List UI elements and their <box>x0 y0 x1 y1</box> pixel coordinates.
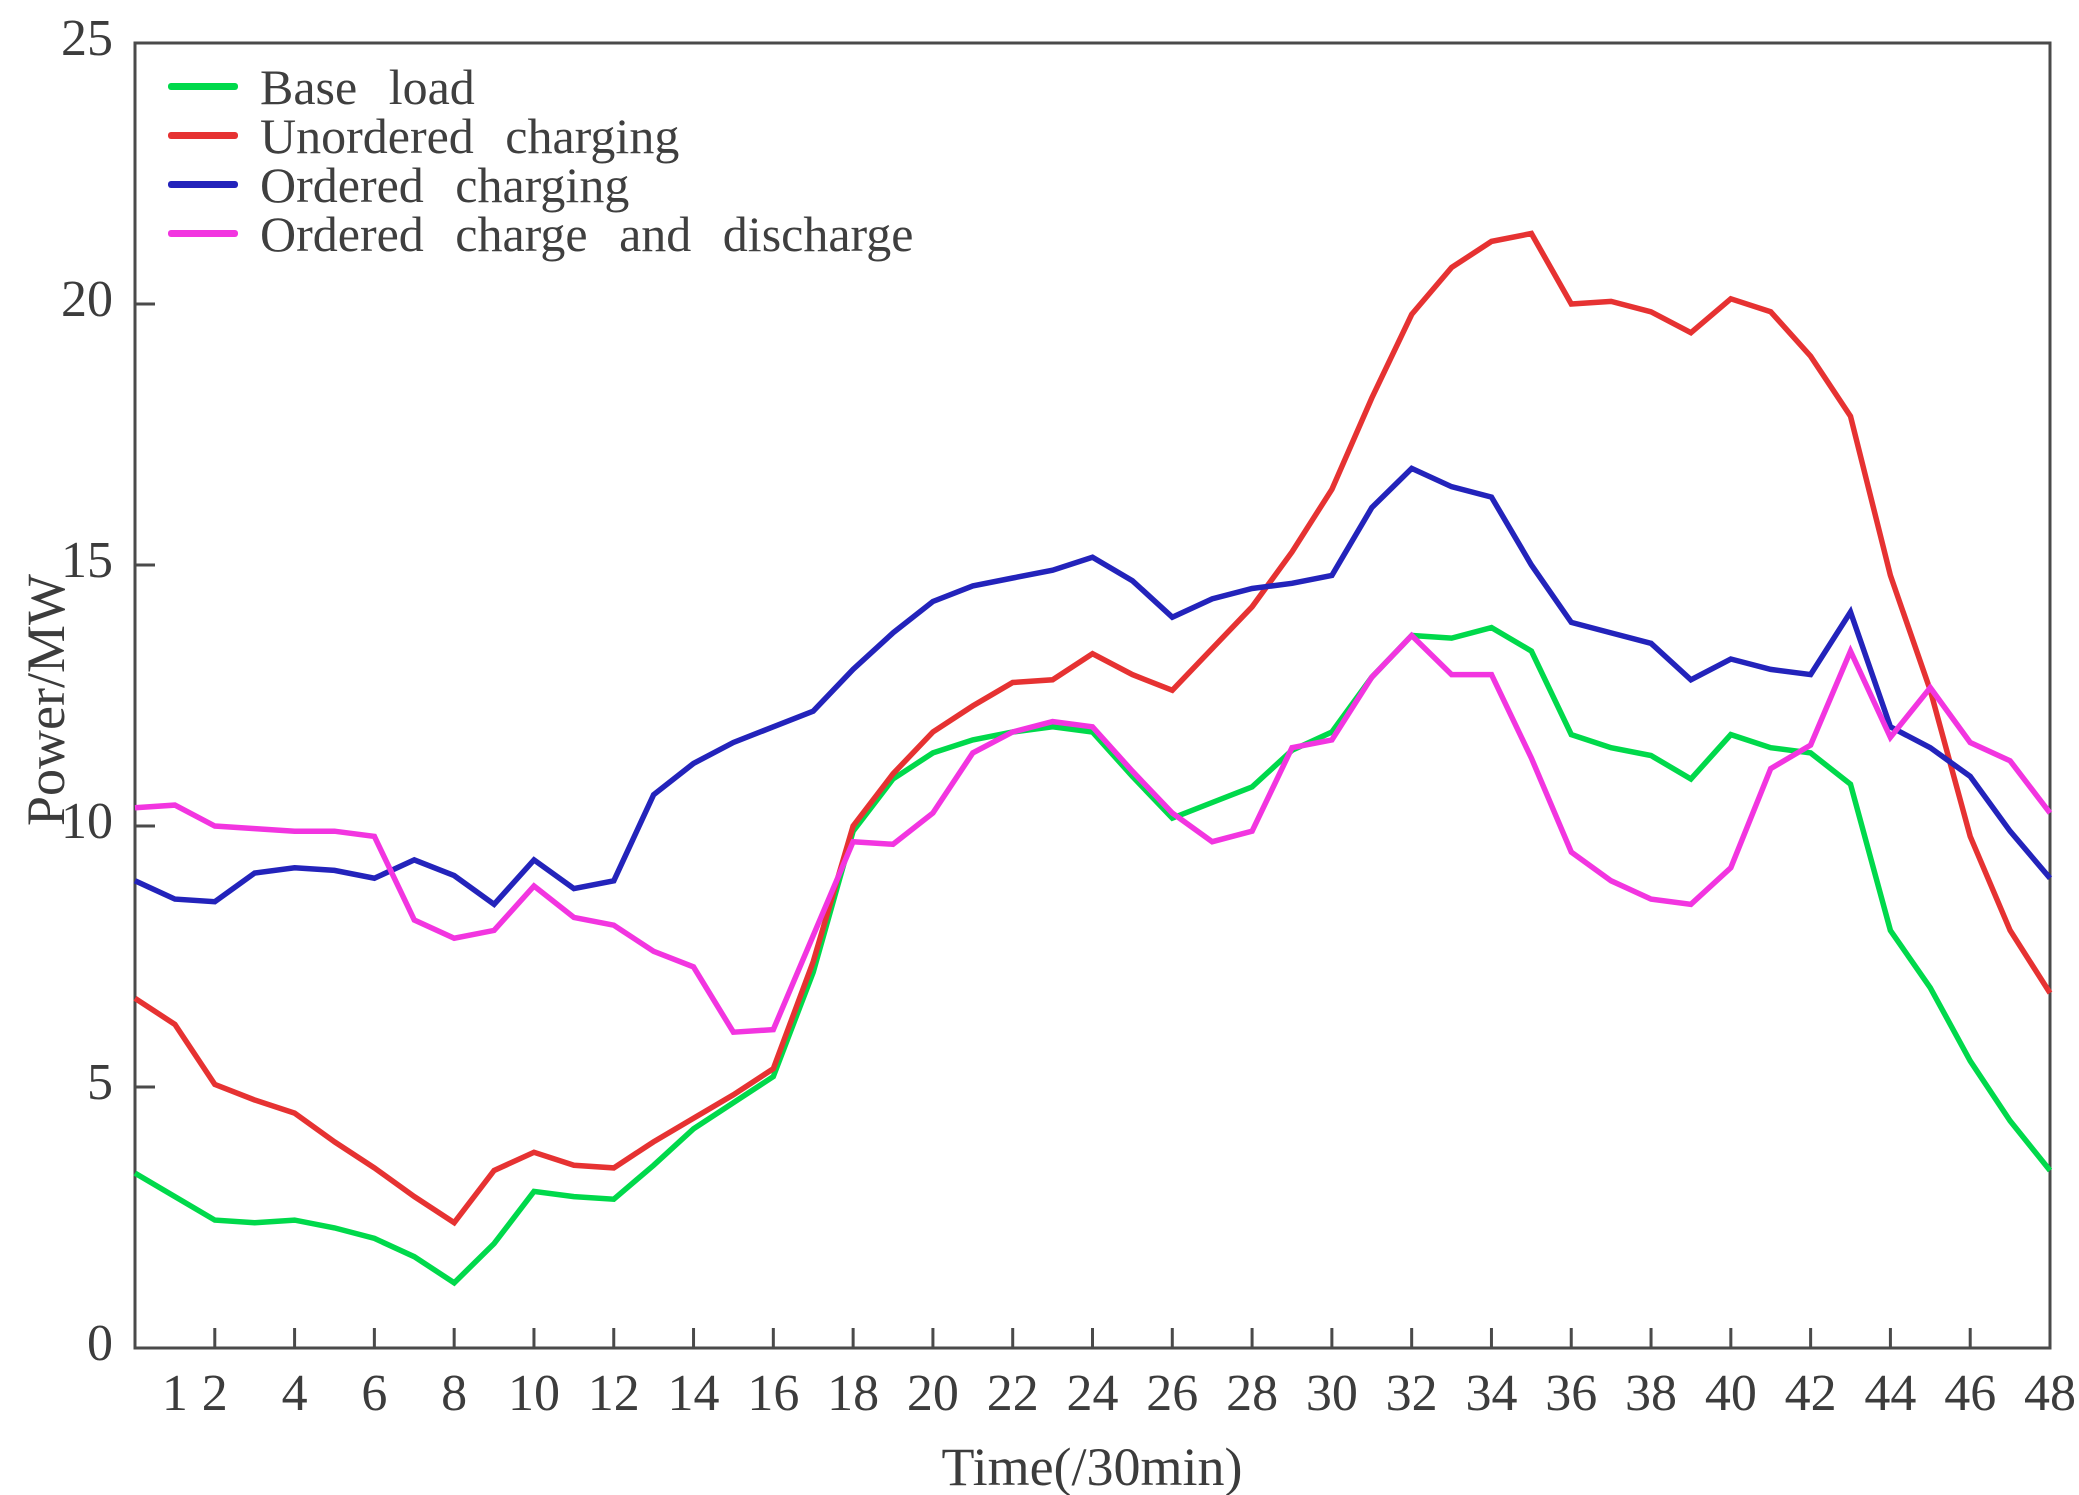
ordered-charging-swatch <box>168 181 238 188</box>
x-tick-label: 48 <box>2024 1365 2076 1422</box>
x-tick-label: 42 <box>1785 1365 1837 1422</box>
x-tick-label: 16 <box>747 1365 799 1422</box>
legend-item-ordered-charge-discharge: Ordered charge and discharge <box>168 209 913 259</box>
y-tick-label: 5 <box>87 1054 113 1111</box>
legend-label: Ordered charging <box>260 156 630 213</box>
x-tick-label: 32 <box>1386 1365 1438 1422</box>
x-tick-label: 46 <box>1944 1365 1996 1422</box>
x-tick-label: 34 <box>1465 1365 1517 1422</box>
legend-label: Ordered charge and discharge <box>260 205 914 262</box>
base-load-swatch <box>168 83 238 90</box>
legend: Base load Unordered charging Ordered cha… <box>168 62 913 259</box>
y-tick-label: 25 <box>61 10 113 67</box>
y-tick-label: 20 <box>61 271 113 328</box>
x-tick-label: 12 <box>588 1365 640 1422</box>
series-line-ordered-charge-and-discharge <box>134 631 2053 1036</box>
x-tick-label: 1 <box>162 1365 188 1422</box>
legend-label: Unordered charging <box>260 107 680 164</box>
x-tick-label: 24 <box>1067 1365 1119 1422</box>
x-axis-title: Time(/30min) <box>941 1437 1243 1495</box>
unordered-charging-swatch <box>168 132 238 139</box>
legend-item-base-load: Base load <box>168 62 913 112</box>
x-tick-label: 36 <box>1545 1365 1597 1422</box>
x-tick-label: 2 <box>202 1365 228 1422</box>
legend-label: Base load <box>260 58 475 115</box>
series-line-unordered-charging <box>133 230 2053 1227</box>
x-tick-label: 18 <box>827 1365 879 1422</box>
series-line-ordered-charging <box>133 465 2053 908</box>
x-tick-label: 30 <box>1306 1365 1358 1422</box>
x-tick-label: 6 <box>361 1365 387 1422</box>
series-line-base-load <box>133 624 2053 1287</box>
x-tick-label: 28 <box>1226 1365 1278 1422</box>
x-tick-label: 26 <box>1146 1365 1198 1422</box>
x-tick-label: 10 <box>508 1365 560 1422</box>
x-tick-label: 8 <box>441 1365 467 1422</box>
y-tick-label: 15 <box>61 532 113 589</box>
x-tick-label: 38 <box>1625 1365 1677 1422</box>
y-tick-label: 10 <box>61 793 113 850</box>
ordered-charge-discharge-swatch <box>168 230 238 237</box>
x-tick-label: 14 <box>668 1365 720 1422</box>
legend-item-ordered-charging: Ordered charging <box>168 160 913 210</box>
x-tick-label: 4 <box>282 1365 308 1422</box>
x-tick-label: 44 <box>1864 1365 1916 1422</box>
x-tick-label: 22 <box>987 1365 1039 1422</box>
x-tick-label: 40 <box>1705 1365 1757 1422</box>
y-axis-title: Power/MW <box>16 574 76 826</box>
y-tick-label: 0 <box>87 1315 113 1372</box>
x-tick-label: 20 <box>907 1365 959 1422</box>
legend-item-unordered-charging: Unordered charging <box>168 111 913 161</box>
